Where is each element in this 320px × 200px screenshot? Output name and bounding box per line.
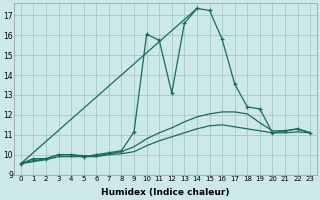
X-axis label: Humidex (Indice chaleur): Humidex (Indice chaleur) xyxy=(101,188,230,197)
